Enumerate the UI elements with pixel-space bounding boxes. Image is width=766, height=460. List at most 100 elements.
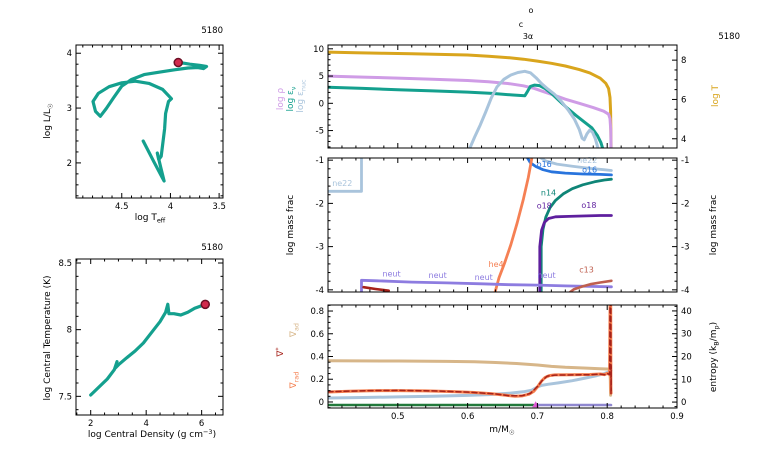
x-tick-label: 0.6	[461, 412, 475, 422]
p1-ylabel-logrho: log ρ	[276, 88, 286, 111]
series-o16	[525, 157, 613, 177]
p1-ylabel-logT: log T	[711, 84, 721, 107]
y-tick-label: 0.6	[310, 330, 324, 340]
label-o16: o16	[582, 166, 597, 175]
panel-frame	[327, 157, 678, 293]
series-ne22-core	[327, 157, 363, 193]
y-tick-label: 10	[681, 375, 692, 385]
series-hr-track	[91, 60, 209, 183]
p3-ylabel-nabla-star: ∇*	[274, 347, 286, 358]
series-he4	[493, 157, 534, 293]
model-number-profiles: 5180	[718, 32, 740, 42]
y-tick-label: -1	[681, 156, 689, 166]
y-tick-label: 8.5	[58, 259, 72, 269]
model-number-tc: 5180	[201, 243, 223, 253]
x-tick-label: 0.7	[531, 412, 545, 422]
y-tick-label: 4	[67, 49, 72, 59]
label-he4: he4	[489, 260, 504, 269]
p1-ylabel-epsnuc: log εnuc	[296, 79, 308, 113]
x-tick-label: 0.5	[391, 412, 405, 422]
series-c13-left	[362, 285, 390, 292]
y-tick-label: -5	[316, 127, 324, 137]
x-tick-label: 3.5	[212, 202, 226, 212]
series-log-rho	[327, 74, 613, 149]
y-tick-label: -3	[316, 243, 324, 253]
y-tick-label: 4	[681, 135, 686, 145]
p3-ylabel-entropy: entropy (kB/mp)	[709, 322, 721, 392]
x-tick-label: 6	[199, 419, 204, 429]
series-log-eps-nu	[327, 83, 605, 149]
series-tc-track	[89, 302, 207, 397]
label-o18: o18	[581, 201, 596, 210]
y-tick-label: 20	[681, 353, 692, 363]
y-tick-label: -2	[681, 199, 689, 209]
current-model-dot	[173, 57, 183, 68]
tc-ylabel: log Central Temperature (K)	[43, 275, 53, 400]
y-tick-label: 40	[681, 307, 692, 317]
p2-ylabel-right: log mass frac	[709, 195, 719, 255]
y-tick-label: 0.8	[310, 307, 324, 317]
burn-marker-3alpha: 3α	[523, 32, 533, 41]
y-tick-label: 6	[681, 95, 686, 105]
label-neut: neut	[475, 273, 493, 282]
series-ne22-envelope	[537, 157, 613, 172]
series-c13	[567, 279, 613, 293]
y-tick-label: 0	[319, 99, 324, 109]
label-o16: o16	[537, 160, 552, 169]
p2-ylabel-left: log mass frac	[286, 195, 296, 255]
x-tick-label: 2	[88, 419, 93, 429]
p3-ylabel-nabla-rad: ∇rad	[289, 372, 301, 390]
burn-marker-c: c	[519, 20, 523, 29]
x-tick-label: 4.5	[115, 202, 129, 212]
y-tick-label: -4	[316, 286, 324, 296]
panel-tc-rhoc: 2 4 6 7.5 8 8.5	[58, 258, 224, 429]
panel-frame	[75, 258, 224, 416]
y-tick-label: 0	[319, 398, 324, 408]
panel-frame	[75, 44, 224, 199]
y-tick-label: -4	[681, 286, 689, 296]
y-tick-label: 8	[67, 326, 72, 336]
label-neut: neut	[429, 271, 447, 280]
label-neut: neut	[537, 271, 555, 280]
x-tick-label: 0.9	[670, 412, 684, 422]
y-tick-label: 5	[319, 72, 324, 82]
y-tick-label: -2	[316, 199, 324, 209]
y-tick-label: 30	[681, 330, 692, 340]
y-tick-label: 10	[313, 45, 324, 55]
panel-frame	[327, 44, 678, 149]
burn-marker-o: o	[529, 6, 534, 15]
x-tick-label: 0.8	[600, 412, 614, 422]
label-n14: n14	[541, 189, 556, 198]
p1-ylabel-epsnu: log εν	[286, 86, 298, 111]
y-tick-label: 0.2	[310, 375, 324, 385]
panel-profile-gradients: 0.5 0.6 0.7 0.8 0.9 0 0.2 0.4 0.6 0.8 0 10 20 30 40	[310, 304, 692, 422]
y-tick-label: 2	[67, 159, 72, 169]
y-tick-label: 0.4	[310, 353, 324, 363]
series-neut	[360, 278, 613, 293]
label-c13: c13	[579, 266, 594, 275]
y-tick-label: -3	[681, 243, 689, 253]
label-o18: o18	[537, 202, 552, 211]
label-ne22: ne22	[332, 179, 352, 188]
y-tick-label: 3	[67, 104, 72, 114]
x-tick-label: 4	[143, 419, 148, 429]
series-log-eps-nuc	[468, 69, 600, 149]
hr-xlabel: log Teff	[135, 213, 166, 225]
panel-frame	[327, 304, 678, 409]
y-tick-label: -1	[316, 156, 324, 166]
panel-profile-thermo: -5 0 5 10 4 6 8	[313, 44, 686, 149]
profiles-xlabel: m/M☉	[489, 425, 515, 437]
panel-hr-diagram: 3.5 4 4.5 2 3 4	[67, 44, 226, 212]
label-ne22: ne22	[577, 156, 597, 165]
series-log-T	[327, 50, 613, 149]
x-tick-label: 4	[168, 202, 173, 212]
tc-xlabel: log Central Density (g cm−3)	[88, 428, 216, 440]
series-o18	[538, 214, 613, 293]
hr-ylabel: log L/L☉	[43, 103, 55, 139]
y-tick-label: 7.5	[58, 392, 72, 402]
label-neut: neut	[382, 269, 400, 278]
